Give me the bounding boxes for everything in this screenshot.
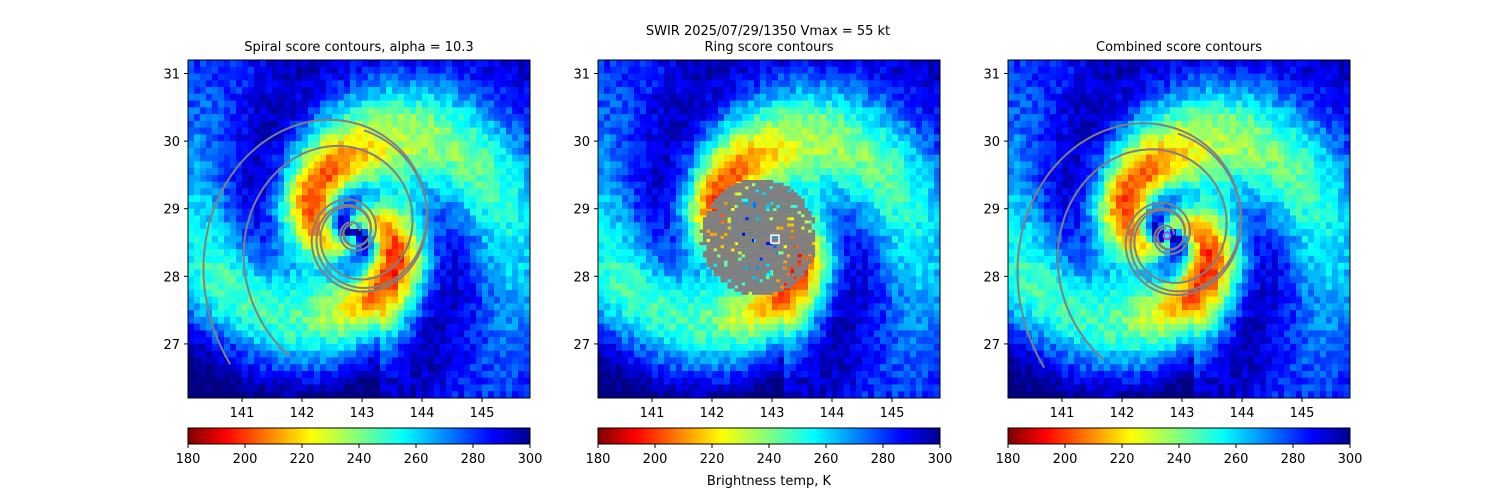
x-tick-label: 144 — [410, 406, 435, 421]
x-tick-label: 144 — [1230, 406, 1255, 421]
center-circle-marker — [1162, 231, 1172, 241]
y-tick-label: 31 — [983, 68, 1000, 83]
colorbar: 180 200 220 240 260 280 300 — [586, 427, 953, 467]
colorbar-tick-label: 280 — [1281, 452, 1306, 467]
panel-1: Spiral score contours, alpha = 10.3 141 14… — [163, 40, 542, 467]
y-tick-label: 31 — [573, 68, 590, 83]
colorbar-tick-label: 220 — [290, 452, 315, 467]
colorbar-tick-label: 200 — [1053, 452, 1078, 467]
colorbar-tick-label: 220 — [700, 452, 725, 467]
panel-title: Spiral score contours, alpha = 10.3 — [244, 40, 473, 55]
panel-2: Ring score contours 141 142 143 144 145 27 28 29… — [573, 40, 952, 467]
panel-title: Combined score contours — [1096, 40, 1262, 55]
heatmap-image — [188, 60, 530, 398]
x-tick-label: 145 — [880, 406, 905, 421]
panel-3: Combined score contours 141 142 143 144 145 27… — [983, 40, 1362, 467]
colorbar-tick-label: 260 — [404, 452, 429, 467]
y-tick-label: 30 — [573, 135, 590, 150]
x-tick-label: 141 — [1050, 406, 1075, 421]
y-tick-label: 28 — [163, 270, 180, 285]
x-tick-label: 145 — [470, 406, 495, 421]
x-tick-label: 141 — [640, 406, 665, 421]
colorbar-tick-label: 220 — [1110, 452, 1135, 467]
y-tick-label: 29 — [163, 203, 180, 218]
colorbar-tick-label: 300 — [518, 452, 543, 467]
x-tick-label: 143 — [1170, 406, 1195, 421]
colorbar-tick-label: 280 — [461, 452, 486, 467]
colorbar: 180 200 220 240 260 280 300 — [996, 427, 1363, 467]
colorbar-tick-label: 280 — [871, 452, 896, 467]
y-tick-label: 27 — [163, 338, 180, 353]
ring-score-mask — [699, 180, 816, 295]
spiral-contour — [1016, 122, 1242, 369]
x-tick-label: 141 — [230, 406, 255, 421]
y-tick-label: 30 — [983, 135, 1000, 150]
axes-frame — [597, 59, 941, 399]
colorbar-tick-label: 180 — [586, 452, 611, 467]
colorbar-tick-label: 200 — [233, 452, 258, 467]
heatmap-image — [1008, 60, 1350, 398]
colorbar-tick-label: 240 — [347, 452, 372, 467]
colorbar-tick-label: 240 — [1167, 452, 1192, 467]
colorbar-tick-label: 260 — [814, 452, 839, 467]
x-tick-label: 143 — [760, 406, 785, 421]
colorbar-tick-label: 180 — [996, 452, 1021, 467]
x-tick-label: 143 — [350, 406, 375, 421]
suptitle: SWIR 2025/07/29/1350 Vmax = 55 kt — [646, 24, 890, 39]
y-tick-label: 30 — [163, 135, 180, 150]
spiral-contour — [310, 129, 429, 293]
colorbar-tick-label: 300 — [1338, 452, 1363, 467]
spiral-contour — [1124, 132, 1243, 296]
axes-frame — [1007, 59, 1351, 399]
x-tick-label: 145 — [1290, 406, 1315, 421]
y-tick-label: 29 — [573, 203, 590, 218]
x-tick-label: 142 — [290, 406, 315, 421]
y-tick-label: 29 — [983, 203, 1000, 218]
y-tick-label: 27 — [573, 338, 590, 353]
colorbar-tick-label: 180 — [176, 452, 201, 467]
colorbar-tick-label: 200 — [643, 452, 668, 467]
panel-title: Ring score contours — [704, 40, 833, 55]
colorbar: 180 200 220 240 260 280 300 — [176, 427, 543, 467]
colorbar-label: Brightness temp, K — [707, 474, 832, 489]
colorbar-gradient — [1007, 427, 1351, 445]
y-tick-label: 28 — [573, 270, 590, 285]
colorbar-tick-label: 260 — [1224, 452, 1249, 467]
x-tick-label: 144 — [820, 406, 845, 421]
colorbar-gradient — [187, 427, 531, 445]
x-tick-label: 142 — [1110, 406, 1135, 421]
axes-frame — [187, 59, 531, 399]
y-tick-label: 28 — [983, 270, 1000, 285]
center-square-marker — [770, 234, 780, 244]
colorbar-tick-label: 300 — [928, 452, 953, 467]
y-tick-label: 27 — [983, 338, 1000, 353]
x-tick-label: 142 — [700, 406, 725, 421]
colorbar-gradient — [597, 427, 941, 445]
colorbar-tick-label: 240 — [757, 452, 782, 467]
spiral-contour — [202, 118, 428, 365]
y-tick-label: 31 — [163, 68, 180, 83]
